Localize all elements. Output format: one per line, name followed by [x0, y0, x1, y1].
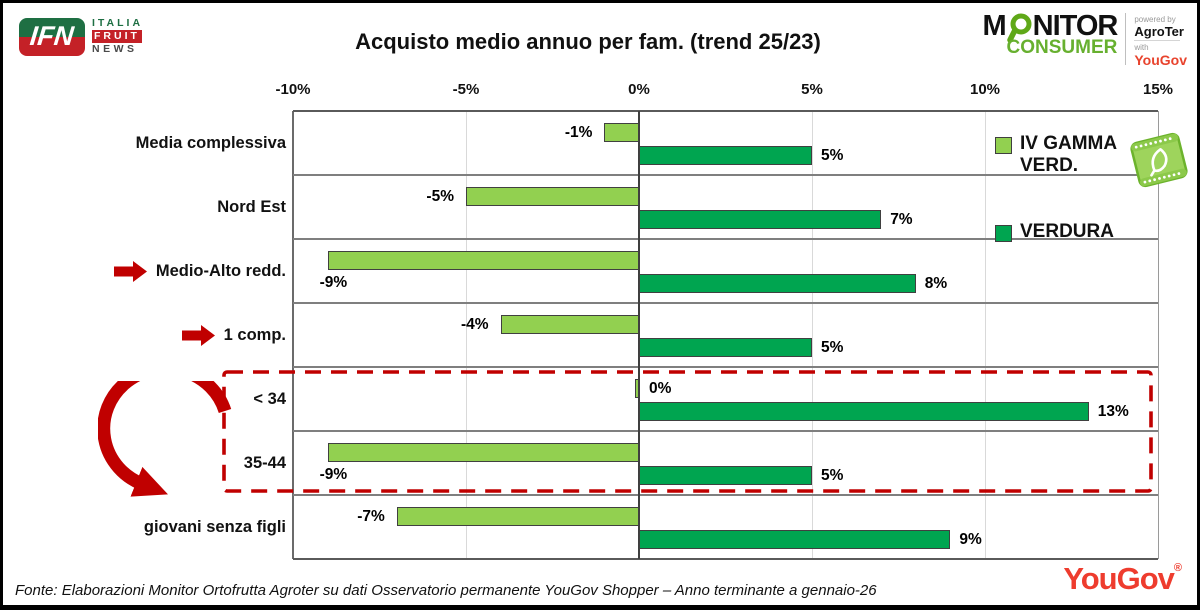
bar-value-label: -5% [426, 188, 454, 205]
bar-iv-gamma [396, 507, 639, 526]
bar-value-label: 0% [649, 380, 672, 397]
logo-separator [1125, 13, 1127, 65]
category-label-text: 1 comp. [223, 326, 286, 344]
axis-tick-label: 10% [969, 81, 1001, 98]
bar-iv-gamma [604, 123, 639, 142]
ifn-logo-words: ITALIA FRUIT NEWS [92, 17, 143, 56]
monitor-partners: powered by AgroTer with YouGov [1134, 13, 1187, 68]
row-separator [293, 494, 1158, 496]
legend-label-iv-gamma: IV GAMMA VERD. [1020, 133, 1118, 176]
axis-tick-label: 5% [801, 81, 823, 98]
bar-chart: -10% -5% 0% 5% 10% 15% -1% 5% Media complessiva -… [3, 3, 1197, 605]
bar-verdura [639, 146, 812, 165]
bar-iv-gamma [466, 187, 639, 206]
red-arrow-icon [113, 260, 147, 282]
agroter-logo: AgroTer [1134, 24, 1184, 41]
bar-value-label: 13% [1097, 403, 1129, 420]
ifn-logo: IFN ITALIA FRUIT NEWS [19, 17, 143, 56]
powered-by-label: powered by [1134, 15, 1176, 24]
bar-value-label: 8% [924, 275, 948, 292]
zero-axis [638, 111, 640, 559]
red-arrow-icon [181, 324, 215, 346]
bar-value-label: -1% [564, 124, 593, 141]
legend-item-verdura: VERDURA [995, 221, 1197, 243]
plot-left-border [292, 111, 294, 559]
gridline [984, 111, 986, 559]
axis-tick-label: 15% [1142, 81, 1174, 98]
registered-mark: ® [1173, 562, 1182, 574]
axis-tick-label: 0% [628, 81, 650, 98]
ifn-logo-icon: IFN [19, 17, 85, 56]
chart-title: Acquisto medio annuo per fam. (trend 25/… [355, 29, 821, 54]
axis-tick-label: -5% [452, 81, 480, 98]
bar-value-label: -7% [357, 508, 385, 525]
bar-value-label: 7% [890, 211, 913, 228]
monitor-consumer-logo: M NITOR CONSUMER powered by AgroTer with … [982, 10, 1187, 68]
bar-verdura [639, 274, 916, 293]
row-separator [293, 110, 1158, 112]
row-separator [293, 366, 1158, 368]
axis-tick-label: -10% [275, 81, 311, 98]
monitor-word-post: NITOR [1032, 10, 1119, 42]
category-label-text: 35-44 [243, 454, 286, 472]
ifn-word-news: NEWS [92, 43, 138, 55]
monitor-word: M NITOR [982, 10, 1119, 43]
bar-verdura [639, 338, 812, 357]
with-label: with [1134, 43, 1149, 52]
category-label-text: giovani senza figli [143, 518, 286, 536]
row-separator [293, 302, 1158, 304]
yougov-small-logo: YouGov [1134, 52, 1187, 68]
bar-value-label: 5% [821, 147, 844, 164]
monitor-consumer-wordmark: M NITOR CONSUMER [982, 10, 1119, 59]
bar-value-label: -9% [319, 466, 348, 483]
legend-swatch-verdura [995, 225, 1012, 242]
gridline [465, 111, 467, 559]
bar-iv-gamma [500, 315, 639, 334]
bar-verdura [639, 210, 882, 229]
category-label: Nord Est [11, 195, 286, 219]
category-label-text: Nord Est [217, 198, 286, 216]
bar-value-label: 5% [821, 467, 844, 484]
legend-label-verdura: VERDURA [1020, 221, 1114, 242]
bar-iv-gamma [635, 379, 639, 398]
category-label: 1 comp. [11, 323, 286, 347]
consumer-word: CONSUMER [1006, 37, 1118, 58]
ifn-word-italia: ITALIA [92, 17, 144, 29]
row-separator [293, 558, 1158, 560]
source-note: Fonte: Elaborazioni Monitor Ortofrutta A… [15, 582, 877, 599]
row-separator [293, 174, 1158, 176]
category-label: < 34 [11, 387, 286, 411]
magnifier-icon [1006, 13, 1032, 43]
salad-bag-icon [1130, 132, 1188, 188]
bar-value-label: 9% [959, 531, 982, 548]
category-label-text: Media complessiva [135, 134, 286, 152]
yougov-logo: YouGov® [1063, 561, 1182, 596]
ifn-word-fruit: FRUIT [92, 30, 142, 43]
category-label: Medio-Alto redd. [11, 259, 286, 283]
category-label: 35-44 [11, 451, 286, 475]
legend-item-iv-gamma: IV GAMMA VERD. [995, 133, 1197, 177]
bar-value-label: 5% [821, 339, 844, 356]
bar-verdura [639, 402, 1089, 421]
bar-iv-gamma [327, 251, 639, 270]
category-label-text: < 34 [253, 390, 286, 408]
monitor-word-pre: M [982, 10, 1006, 42]
legend-swatch-iv-gamma [995, 137, 1012, 154]
row-separator [293, 430, 1158, 432]
bar-verdura [639, 466, 812, 485]
bar-value-label: -9% [319, 274, 348, 291]
bar-verdura [639, 530, 951, 549]
plot-right-border [1157, 111, 1159, 559]
category-label: giovani senza figli [11, 515, 286, 539]
category-label-text: Medio-Alto redd. [155, 262, 286, 280]
bar-value-label: -4% [461, 316, 489, 333]
row-separator [293, 238, 1158, 240]
gridline [811, 111, 813, 559]
category-label: Media complessiva [11, 131, 286, 155]
bar-iv-gamma [327, 443, 639, 462]
chart-legend: IV GAMMA VERD. VER [995, 132, 1197, 243]
